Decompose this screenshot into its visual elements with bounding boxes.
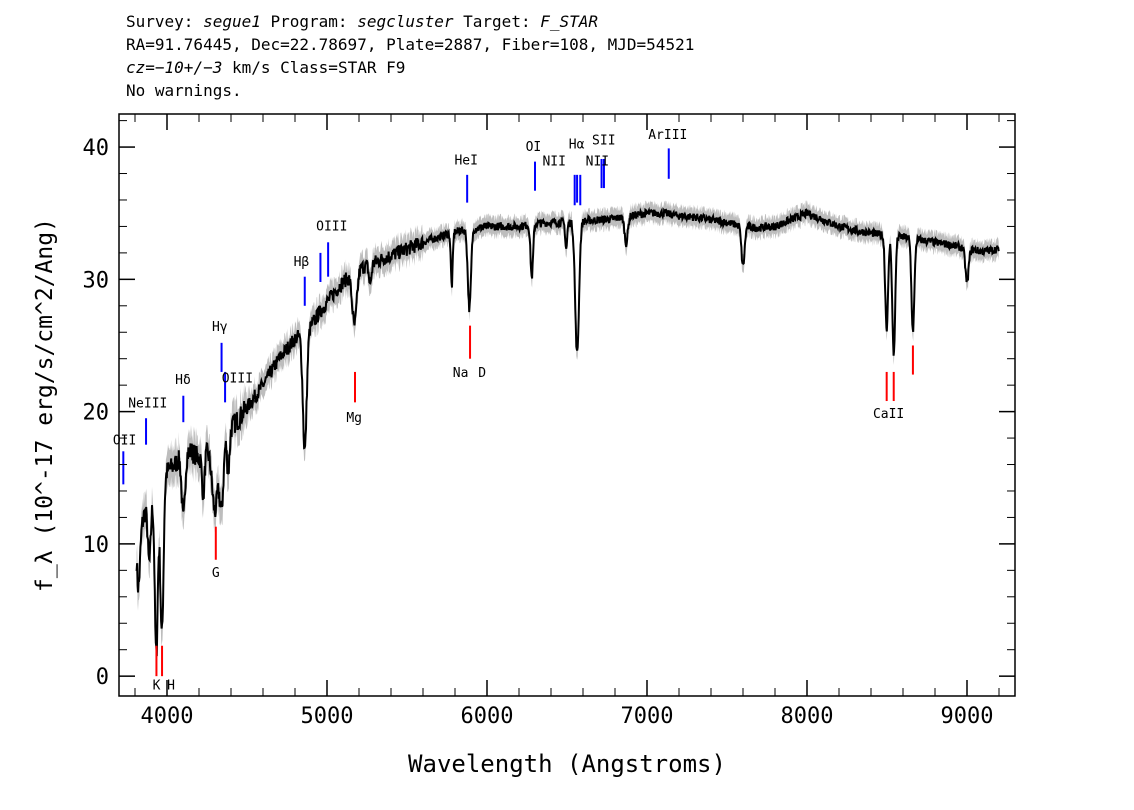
header-line-survey: Survey: segue1 Program: segcluster Targe… xyxy=(126,10,694,33)
cz-value: −10+/−3 xyxy=(154,58,223,77)
y-tick-label: 0 xyxy=(96,665,109,690)
emission-line-label: NII xyxy=(542,155,565,170)
header-line-warnings: No warnings. xyxy=(126,81,242,100)
emission-line-label: OIII xyxy=(316,219,347,234)
y-tick-label: 20 xyxy=(83,401,110,426)
emission-line-label: ArIII xyxy=(648,128,687,143)
emission-line-label: Hγ xyxy=(212,320,228,335)
x-axis-ticks: 4000 5000 6000 7000 8000 9000 xyxy=(134,114,1000,729)
absorption-line-label: K xyxy=(153,678,161,693)
x-tick-label: 8000 xyxy=(781,704,834,729)
program-label: Program: xyxy=(260,12,358,31)
line-markers-layer xyxy=(122,148,914,677)
emission-line-label: Hα xyxy=(569,137,585,152)
absorption-line-label: Mg xyxy=(346,411,362,426)
x-tick-label: 7000 xyxy=(621,704,674,729)
emission-line-label: NII xyxy=(586,155,609,170)
absorption-line-label: Na xyxy=(453,366,469,381)
absorption-line-label: G xyxy=(212,566,220,581)
emission-line-label: SII xyxy=(592,133,615,148)
flux-layer xyxy=(135,206,1000,657)
header-line-coordinates: RA=91.76445, Dec=22.78697, Plate=2887, F… xyxy=(126,35,695,54)
header-line-redshift: cz=−10+/−3 km/s Class=STAR F9 xyxy=(126,56,694,79)
x-tick-label: 6000 xyxy=(461,704,514,729)
emission-line-label: OI xyxy=(526,140,542,155)
emission-line-label: NeIII xyxy=(128,397,167,412)
x-tick-label: 4000 xyxy=(141,704,194,729)
emission-line-label: Hδ xyxy=(175,373,191,388)
absorption-line-label: CaII xyxy=(873,407,904,422)
y-tick-label: 30 xyxy=(83,268,110,293)
cz-label: cz= xyxy=(126,58,155,77)
y-tick-label: 40 xyxy=(83,136,110,161)
error-band-layer xyxy=(136,200,999,675)
y-tick-label: 10 xyxy=(83,533,110,558)
class-text: km/s Class=STAR F9 xyxy=(222,58,406,77)
emission-line-label: OIII xyxy=(222,372,253,387)
y-axis-ticks: 0 10 20 30 40 xyxy=(83,120,1015,690)
x-tick-label: 5000 xyxy=(301,704,354,729)
error-band xyxy=(136,200,999,675)
x-axis-label: Wavelength (Angstroms) xyxy=(408,750,726,778)
flux-series xyxy=(135,206,1000,657)
emission-line-label: HeI xyxy=(454,153,477,168)
y-axis-label: f_λ (10^-17 erg/s/cm^2/Ang) xyxy=(32,218,58,592)
program-value: segcluster xyxy=(357,12,454,31)
spectrum-header: Survey: segue1 Program: segcluster Targe… xyxy=(126,10,694,102)
emission-line-label: Hβ xyxy=(294,255,310,270)
x-tick-label: 9000 xyxy=(941,704,994,729)
absorption-line-label: D xyxy=(478,366,486,381)
absorption-line-label: H xyxy=(167,678,175,693)
survey-label: Survey: xyxy=(126,12,204,31)
target-label: Target: xyxy=(453,12,541,31)
plot-frame xyxy=(118,113,1016,697)
emission-line-label: OII xyxy=(113,434,136,449)
survey-value: segue1 xyxy=(203,12,261,31)
target-value: F_STAR xyxy=(540,12,599,31)
